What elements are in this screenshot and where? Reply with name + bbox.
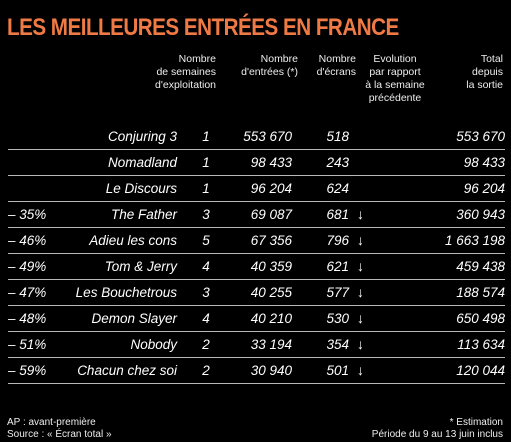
screens-cell: 518 <box>326 129 349 144</box>
footer-ap: AP : avant-première <box>7 417 96 428</box>
page-title: LES MEILLEURES ENTRÉES EN FRANCE <box>7 14 399 41</box>
screens-cell: 796 <box>326 233 349 248</box>
header-screens: Nombre d'écrans <box>316 53 356 78</box>
total-cell: 188 574 <box>456 285 505 300</box>
total-cell: 98 433 <box>463 155 505 170</box>
entries-cell: 69 087 <box>250 207 292 222</box>
header-evolution: Evolution par rapport à la semaine précé… <box>365 53 425 104</box>
weeks-cell: 1 <box>202 129 210 144</box>
table-row: Le Discours 1 96 204 624 96 204 <box>8 176 505 202</box>
entries-cell: 98 433 <box>250 155 292 170</box>
table-row: Conjuring 3 1 553 670 518 553 670 <box>8 124 505 150</box>
table-row: Nobody 2 33 194 354 ↓ – 51% 113 634 <box>8 332 505 358</box>
screens-cell: 577 <box>326 285 349 300</box>
footer-source: Source : « Écran total » <box>7 429 112 440</box>
total-cell: 360 943 <box>456 207 505 222</box>
down-arrow-icon: ↓ <box>357 232 364 248</box>
total-cell: 120 044 <box>456 363 505 378</box>
screens-cell: 501 <box>326 363 349 378</box>
screens-cell: 530 <box>326 311 349 326</box>
film-cell: Demon Slayer <box>91 311 177 326</box>
entries-cell: 553 670 <box>243 129 292 144</box>
screens-cell: 621 <box>326 259 349 274</box>
total-cell: 459 438 <box>456 259 505 274</box>
evolution-cell: – 35% <box>8 207 47 222</box>
screens-cell: 681 <box>326 207 349 222</box>
screens-cell: 354 <box>326 337 349 352</box>
down-arrow-icon: ↓ <box>357 336 364 352</box>
evolution-cell: – 51% <box>8 337 47 352</box>
film-cell: Chacun chez soi <box>77 363 177 378</box>
footer-period: Période du 9 au 13 juin inclus <box>371 429 503 440</box>
entries-cell: 96 204 <box>250 181 292 196</box>
weeks-cell: 1 <box>202 181 210 196</box>
film-cell: Le Discours <box>105 181 177 196</box>
down-arrow-icon: ↓ <box>357 206 364 222</box>
total-cell: 650 498 <box>456 311 505 326</box>
entries-cell: 40 255 <box>250 285 292 300</box>
total-cell: 96 204 <box>463 181 505 196</box>
weeks-cell: 3 <box>202 207 210 222</box>
table-row: Les Bouchetrous 3 40 255 577 ↓ – 47% 188 574 <box>8 280 505 306</box>
film-cell: Les Bouchetrous <box>75 285 177 300</box>
table-row: Demon Slayer 4 40 210 530 ↓ – 48% 650 498 <box>8 306 505 332</box>
total-cell: 553 670 <box>456 129 505 144</box>
screens-cell: 243 <box>326 155 349 170</box>
film-cell: Tom & Jerry <box>104 259 177 274</box>
total-cell: 1 663 198 <box>444 233 505 248</box>
film-cell: Conjuring 3 <box>107 129 177 144</box>
entries-cell: 33 194 <box>250 337 292 352</box>
evolution-cell: – 48% <box>8 311 47 326</box>
entries-cell: 40 210 <box>250 311 292 326</box>
film-cell: Nobody <box>130 337 177 352</box>
weeks-cell: 1 <box>202 155 210 170</box>
film-cell: The Father <box>110 207 177 222</box>
down-arrow-icon: ↓ <box>357 362 364 378</box>
weeks-cell: 2 <box>202 363 210 378</box>
header-weeks: Nombre de semaines d'exploitation <box>155 53 216 91</box>
film-cell: Adieu les cons <box>89 233 177 248</box>
evolution-cell: – 49% <box>8 259 47 274</box>
table-body: Conjuring 3 1 553 670 518 553 670 Nomadland 1 9… <box>8 124 505 384</box>
down-arrow-icon: ↓ <box>357 284 364 300</box>
down-arrow-icon: ↓ <box>357 310 364 326</box>
table-row: Tom & Jerry 4 40 359 621 ↓ – 49% 459 438 <box>8 254 505 280</box>
weeks-cell: 5 <box>202 233 210 248</box>
table-row: The Father 3 69 087 681 ↓ – 35% 360 943 <box>8 202 505 228</box>
total-cell: 113 634 <box>457 337 505 352</box>
down-arrow-icon: ↓ <box>357 258 364 274</box>
film-cell: Nomadland <box>107 155 177 170</box>
weeks-cell: 2 <box>202 337 210 352</box>
screens-cell: 624 <box>326 181 349 196</box>
entries-cell: 67 356 <box>250 233 292 248</box>
entries-cell: 40 359 <box>250 259 292 274</box>
evolution-cell: – 59% <box>8 363 47 378</box>
table-row: Chacun chez soi 2 30 940 501 ↓ – 59% 120 044 <box>8 358 505 384</box>
evolution-cell: – 46% <box>8 233 47 248</box>
weeks-cell: 4 <box>202 311 210 326</box>
table-row: Adieu les cons 5 67 356 796 ↓ – 46% 1 663 198 <box>8 228 505 254</box>
table-row: Nomadland 1 98 433 243 98 433 <box>8 150 505 176</box>
weeks-cell: 4 <box>202 259 210 274</box>
footer-estimation: * Estimation <box>449 417 503 428</box>
weeks-cell: 3 <box>202 285 210 300</box>
header-total: Total depuis la sortie <box>466 53 503 91</box>
entries-cell: 30 940 <box>250 363 292 378</box>
header-entries: Nombre d'entrées (*) <box>241 53 298 78</box>
evolution-cell: – 47% <box>8 285 47 300</box>
